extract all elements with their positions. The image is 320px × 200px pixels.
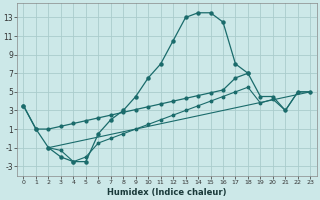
X-axis label: Humidex (Indice chaleur): Humidex (Indice chaleur) <box>107 188 227 197</box>
